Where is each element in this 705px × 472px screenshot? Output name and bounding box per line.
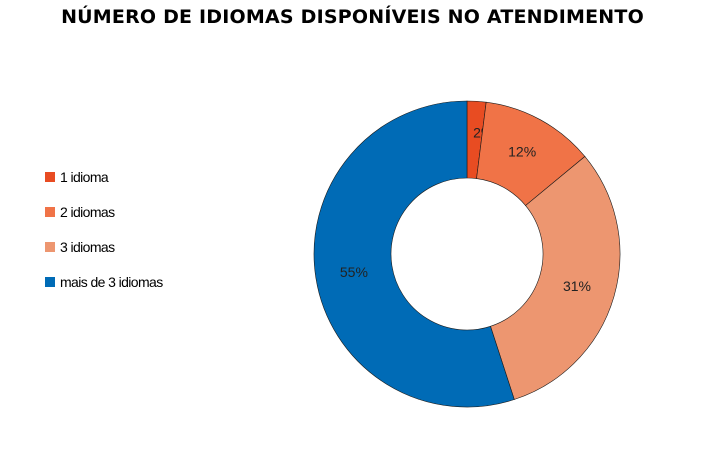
legend-swatch-2-idiomas bbox=[45, 206, 55, 217]
legend-label-mais-de-3-idiomas: mais de 3 idiomas bbox=[60, 273, 163, 290]
legend-item-mais-de-3-idiomas: mais de 3 idiomas bbox=[45, 264, 163, 299]
legend-item-3-idiomas: 3 idiomas bbox=[45, 229, 163, 264]
chart-title: NÚMERO DE IDIOMAS DISPONÍVEIS NO ATENDIM… bbox=[61, 6, 644, 28]
legend-label-3-idiomas: 3 idiomas bbox=[60, 238, 115, 255]
slice-label-2-idiomas: 12% bbox=[508, 144, 536, 160]
legend-label-2-idiomas: 2 idiomas bbox=[60, 203, 115, 220]
legend: 1 idioma 2 idiomas 3 idiomas mais de 3 i… bbox=[45, 159, 163, 299]
legend-label-1-idioma: 1 idioma bbox=[60, 168, 109, 185]
slice-label-3-idiomas: 31% bbox=[563, 278, 591, 294]
donut-slice-3-idiomas bbox=[490, 156, 621, 400]
legend-swatch-1-idioma bbox=[45, 171, 55, 182]
slice-label-mais-de-3-idiomas: 55% bbox=[340, 264, 368, 280]
legend-item-1-idioma: 1 idioma bbox=[45, 159, 163, 194]
legend-swatch-3-idiomas bbox=[45, 241, 55, 252]
donut-slice-mais-de-3-idiomas bbox=[313, 100, 515, 408]
legend-item-2-idiomas: 2 idiomas bbox=[45, 194, 163, 229]
legend-swatch-mais-de-3-idiomas bbox=[45, 276, 55, 287]
